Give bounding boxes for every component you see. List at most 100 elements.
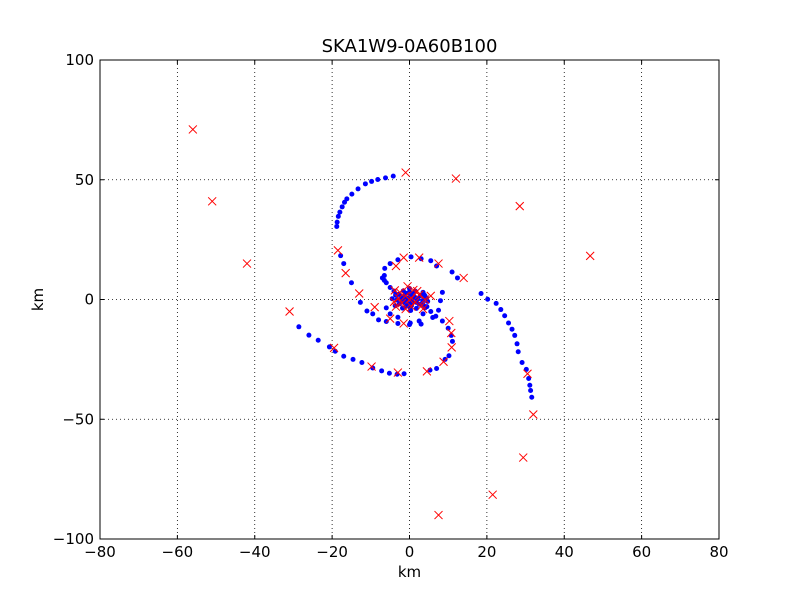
x-tick-label: −40 bbox=[239, 543, 271, 561]
station-dot bbox=[395, 314, 401, 320]
station-cross bbox=[188, 125, 198, 134]
station-dot bbox=[342, 199, 348, 205]
station-cross bbox=[399, 253, 409, 262]
station-cross bbox=[515, 201, 525, 211]
station-dot bbox=[446, 353, 452, 359]
station-dot bbox=[420, 311, 426, 317]
station-dot bbox=[326, 344, 332, 350]
station-dot bbox=[390, 173, 396, 179]
station-cross bbox=[391, 261, 401, 271]
station-cross bbox=[426, 291, 436, 301]
station-dot bbox=[416, 301, 422, 307]
station-dot bbox=[433, 313, 439, 319]
station-dot bbox=[339, 204, 345, 210]
station-dot bbox=[364, 308, 370, 314]
station-dot bbox=[529, 394, 535, 400]
station-cross bbox=[401, 168, 410, 177]
station-dot bbox=[383, 175, 389, 181]
station-dot bbox=[420, 302, 426, 308]
station-dot bbox=[387, 261, 393, 267]
station-dot bbox=[526, 376, 532, 382]
station-dot bbox=[416, 318, 422, 324]
station-cross bbox=[395, 287, 405, 297]
station-dot bbox=[436, 307, 442, 313]
station-dot bbox=[355, 186, 361, 192]
station-dot bbox=[341, 261, 347, 267]
y-tick-label: −100 bbox=[53, 530, 94, 548]
x-tick-label: 80 bbox=[709, 543, 728, 561]
station-dot bbox=[515, 349, 521, 355]
station-dot bbox=[519, 359, 525, 365]
y-tick-label: 100 bbox=[65, 51, 94, 69]
station-cross bbox=[434, 259, 443, 268]
station-cross bbox=[333, 246, 343, 255]
station-dot bbox=[379, 368, 385, 374]
station-dot bbox=[512, 332, 518, 338]
station-cross bbox=[285, 307, 294, 316]
station-dot bbox=[439, 289, 445, 295]
x-tick-label: 60 bbox=[632, 543, 651, 561]
station-dot bbox=[506, 320, 512, 326]
station-dot bbox=[296, 324, 302, 330]
station-cross bbox=[585, 251, 595, 261]
station-dot bbox=[357, 299, 363, 305]
station-cross bbox=[418, 304, 428, 314]
station-dot bbox=[337, 209, 343, 215]
station-cross bbox=[341, 268, 351, 278]
station-cross bbox=[389, 297, 399, 307]
station-cross bbox=[409, 285, 418, 295]
station-dot bbox=[335, 213, 341, 219]
y-axis-label: km bbox=[29, 288, 47, 311]
x-tick-label: 0 bbox=[405, 543, 415, 561]
station-dot bbox=[401, 371, 407, 377]
y-tick-label: −50 bbox=[62, 410, 94, 428]
station-cross bbox=[523, 369, 532, 379]
station-cross bbox=[451, 174, 461, 183]
station-cross bbox=[354, 289, 364, 298]
station-dot bbox=[334, 223, 340, 229]
station-dot bbox=[348, 280, 354, 286]
station-dot bbox=[369, 178, 375, 184]
station-dot bbox=[386, 370, 392, 376]
station-cross bbox=[397, 298, 407, 308]
station-cross bbox=[444, 316, 454, 326]
station-cross bbox=[410, 297, 420, 307]
x-tick-label: −20 bbox=[316, 543, 348, 561]
station-dot bbox=[341, 353, 347, 359]
station-dot bbox=[376, 317, 382, 323]
station-dot bbox=[528, 388, 534, 394]
station-dot bbox=[387, 285, 393, 291]
station-dot bbox=[362, 181, 368, 187]
station-cross bbox=[370, 302, 380, 312]
station-cross bbox=[422, 366, 432, 376]
station-dot bbox=[509, 326, 515, 332]
station-cross bbox=[367, 362, 376, 371]
station-cross bbox=[390, 286, 400, 295]
station-cross bbox=[405, 295, 414, 304]
station-cross bbox=[528, 410, 538, 419]
station-dot bbox=[449, 338, 455, 344]
station-dot bbox=[498, 307, 504, 313]
station-cross bbox=[447, 343, 457, 352]
station-cross bbox=[207, 196, 217, 206]
station-dot bbox=[439, 318, 445, 324]
station-dot bbox=[408, 254, 414, 260]
station-dot bbox=[413, 305, 419, 311]
station-dot bbox=[493, 300, 499, 306]
y-tick-label: 50 bbox=[75, 171, 94, 189]
station-dot bbox=[350, 356, 356, 362]
station-cross bbox=[439, 357, 448, 367]
station-dot bbox=[428, 308, 434, 314]
station-dot bbox=[395, 320, 401, 326]
station-cross bbox=[459, 273, 469, 283]
station-dot bbox=[383, 280, 389, 286]
x-tick-label: −80 bbox=[84, 543, 116, 561]
station-dot bbox=[407, 320, 413, 326]
x-axis-label: km bbox=[398, 563, 421, 581]
station-dot bbox=[478, 291, 484, 297]
station-cross bbox=[434, 510, 443, 520]
station-dot bbox=[428, 258, 434, 264]
station-cross bbox=[329, 343, 339, 353]
station-dot bbox=[382, 265, 388, 271]
